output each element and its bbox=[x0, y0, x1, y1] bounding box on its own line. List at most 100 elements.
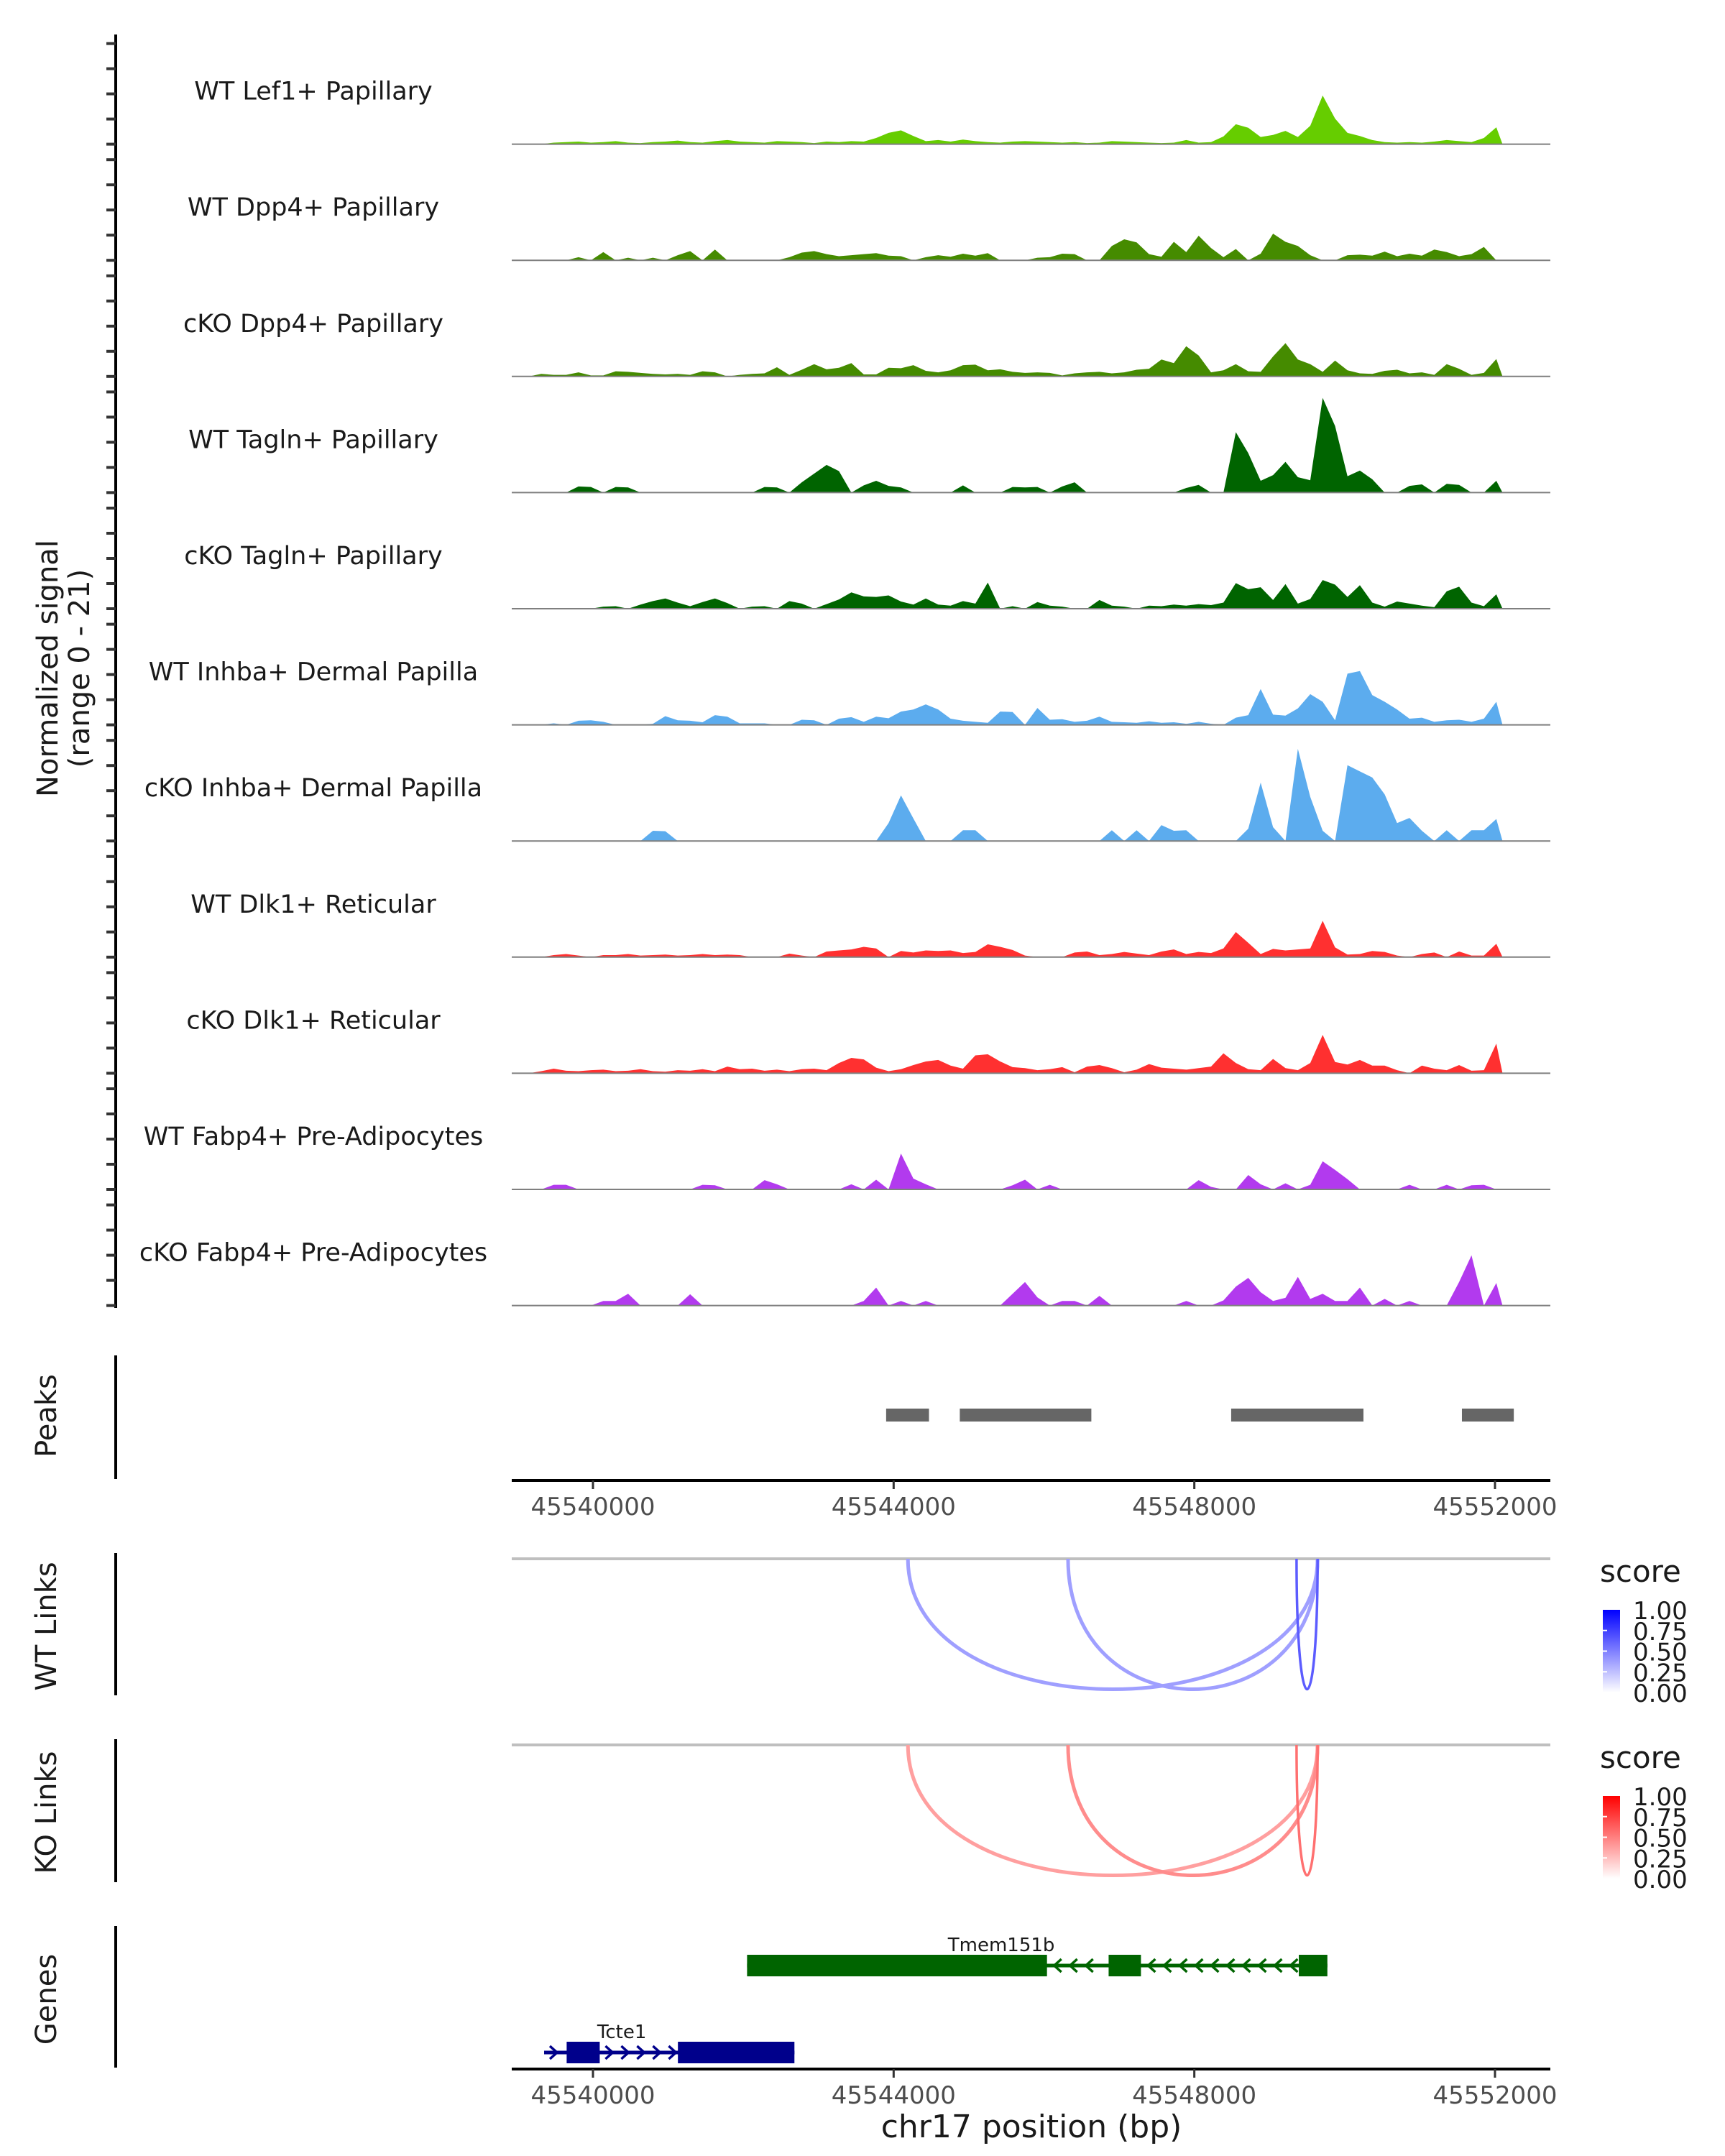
track-label: cKO Fabp4+ Pre-Adipocytes bbox=[139, 1239, 487, 1268]
genes-label: Genes bbox=[30, 1954, 63, 2045]
x-axis-bottom: 45540000 45544000 45548000 45552000 bbox=[512, 2068, 1558, 2110]
peaks-panel: Peaks bbox=[30, 1355, 1514, 1479]
legend-tick-label: 0.75 bbox=[1633, 1618, 1688, 1646]
gene-models: Tmem151b Tcte1 bbox=[544, 1935, 1328, 2063]
track-label: cKO Tagln+ Papillary bbox=[184, 542, 443, 571]
wt-links-label: WT Links bbox=[30, 1562, 63, 1690]
signal-track: WT Lef1+ Papillary bbox=[194, 78, 1550, 145]
signal-area bbox=[510, 1255, 1503, 1306]
strand-arrow bbox=[652, 2045, 663, 2060]
x-axis-top: 45540000 45544000 45548000 45552000 bbox=[512, 1479, 1558, 1521]
strand-arrow bbox=[1177, 1958, 1188, 1973]
legend-title: score bbox=[1600, 1740, 1681, 1775]
peak-interval bbox=[960, 1409, 1092, 1422]
strand-arrow bbox=[636, 2045, 647, 2060]
genes-panel: Genes Tmem151b Tcte1 bbox=[30, 1926, 1328, 2068]
signal-area bbox=[510, 580, 1503, 609]
track-label: WT Dpp4+ Papillary bbox=[188, 193, 439, 222]
gene-model: Tmem151b bbox=[747, 1935, 1328, 1976]
wt-link-arcs bbox=[512, 1557, 1550, 1691]
strand-arrow bbox=[1209, 1958, 1220, 1973]
gene-exon bbox=[1108, 1955, 1141, 1976]
signal-area bbox=[510, 234, 1503, 261]
signal-track: cKO Fabp4+ Pre-Adipocytes bbox=[139, 1239, 1550, 1307]
strand-arrow bbox=[1084, 1958, 1094, 1973]
strand-arrow bbox=[1225, 1958, 1236, 1973]
gene-model: Tcte1 bbox=[544, 2022, 795, 2063]
legend-tick-label: 1.00 bbox=[1633, 1597, 1688, 1626]
gene-exon bbox=[747, 1955, 1047, 1976]
strand-arrow bbox=[548, 2045, 559, 2060]
link-arc bbox=[1066, 1744, 1320, 1877]
strand-arrow bbox=[1193, 1958, 1204, 1973]
wt-links-panel: WT Links bbox=[30, 1553, 1550, 1695]
signal-area bbox=[510, 1153, 1503, 1189]
signal-track: cKO Dpp4+ Papillary bbox=[183, 310, 1550, 377]
link-arc bbox=[906, 1744, 1320, 1877]
x-tick-label: 45544000 bbox=[832, 1493, 956, 1521]
gene-exon bbox=[1299, 1955, 1328, 1976]
signal-track: WT Dlk1+ Reticular bbox=[190, 890, 1550, 958]
signal-track: cKO Inhba+ Dermal Papilla bbox=[144, 748, 1550, 842]
track-label: WT Inhba+ Dermal Papilla bbox=[149, 658, 478, 687]
strand-arrow bbox=[1068, 1958, 1078, 1973]
signal-area bbox=[510, 343, 1503, 377]
link-arc bbox=[1295, 1744, 1319, 1876]
peak-interval bbox=[1461, 1409, 1514, 1422]
track-label: cKO Dlk1+ Reticular bbox=[186, 1006, 441, 1035]
x-tick-label: 45552000 bbox=[1432, 2081, 1557, 2110]
strand-arrow bbox=[1162, 1958, 1172, 1973]
wt-score-legend: score 1.000.750.500.250.00 bbox=[1600, 1554, 1688, 1708]
legend-tick-label: 1.00 bbox=[1633, 1783, 1688, 1812]
strand-arrow bbox=[604, 2045, 615, 2060]
signal-y-axis bbox=[106, 34, 117, 1308]
signal-axis-title: Normalized signal (range 0 - 21) bbox=[32, 540, 96, 797]
legend-title: score bbox=[1600, 1554, 1681, 1589]
legend-tick-label: 0.50 bbox=[1633, 1825, 1688, 1853]
track-label: WT Dlk1+ Reticular bbox=[190, 890, 436, 919]
signal-area bbox=[510, 748, 1503, 842]
gene-exon bbox=[678, 2042, 795, 2063]
track-label: cKO Dpp4+ Papillary bbox=[183, 310, 443, 338]
signal-area bbox=[510, 1034, 1503, 1074]
track-label: cKO Inhba+ Dermal Papilla bbox=[144, 774, 482, 803]
peaks-label: Peaks bbox=[30, 1374, 63, 1457]
gene-exon bbox=[566, 2042, 600, 2063]
ko-links-label: KO Links bbox=[30, 1751, 63, 1874]
link-arc bbox=[906, 1558, 1320, 1691]
peak-interval bbox=[886, 1409, 929, 1422]
ko-score-legend: score 1.000.750.500.250.00 bbox=[1600, 1740, 1688, 1894]
strand-arrow bbox=[1256, 1958, 1267, 1973]
legend-tick-label: 0.00 bbox=[1633, 1680, 1688, 1708]
signal-track: WT Inhba+ Dermal Papilla bbox=[149, 658, 1550, 726]
gene-name-label: Tcte1 bbox=[597, 2022, 647, 2043]
x-tick-label: 45552000 bbox=[1432, 1493, 1557, 1521]
signal-track: WT Fabp4+ Pre-Adipocytes bbox=[144, 1123, 1550, 1190]
x-tick-label: 45548000 bbox=[1132, 2081, 1256, 2110]
strand-arrow bbox=[1241, 1958, 1251, 1973]
signal-track: cKO Dlk1+ Reticular bbox=[186, 1006, 1550, 1074]
legend-tick-label: 0.00 bbox=[1633, 1866, 1688, 1894]
legend-tick-label: 0.25 bbox=[1633, 1845, 1688, 1874]
signal-track: cKO Tagln+ Papillary bbox=[184, 542, 1550, 609]
x-tick-label: 45540000 bbox=[530, 2081, 655, 2110]
peak-intervals bbox=[886, 1409, 1514, 1422]
legend-tick-label: 0.75 bbox=[1633, 1804, 1688, 1833]
track-label: WT Fabp4+ Pre-Adipocytes bbox=[144, 1123, 483, 1151]
x-tick-label: 45540000 bbox=[530, 1493, 655, 1521]
peak-interval bbox=[1230, 1409, 1363, 1422]
signal-tracks: WT Lef1+ Papillary WT Dpp4+ Papillary cKO … bbox=[139, 78, 1550, 1307]
legend-tick-label: 0.25 bbox=[1633, 1659, 1688, 1687]
gene-name-label: Tmem151b bbox=[947, 1935, 1055, 1956]
track-label: WT Tagln+ Papillary bbox=[188, 425, 438, 454]
strand-arrow bbox=[1052, 1958, 1062, 1973]
signal-axis-title-line2: (range 0 - 21) bbox=[63, 569, 96, 768]
link-arc bbox=[1066, 1558, 1320, 1691]
signal-area bbox=[510, 921, 1503, 957]
x-axis-title: chr17 position (bp) bbox=[881, 2109, 1182, 2145]
ko-link-arcs bbox=[512, 1743, 1550, 1877]
track-label: WT Lef1+ Papillary bbox=[194, 78, 433, 106]
signal-track: WT Dpp4+ Papillary bbox=[188, 193, 1550, 262]
signal-track: WT Tagln+ Papillary bbox=[188, 397, 1550, 494]
